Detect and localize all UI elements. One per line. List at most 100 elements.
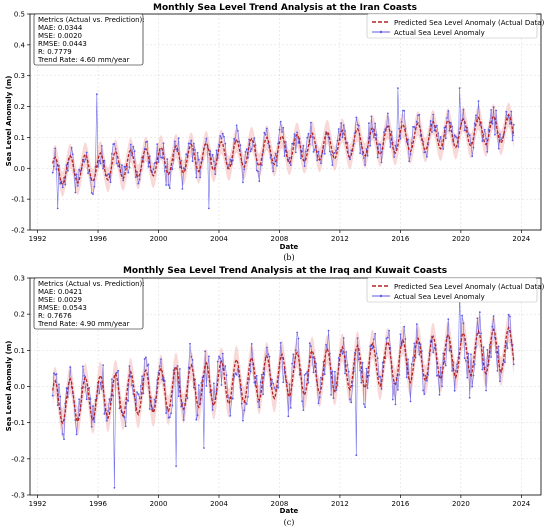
actual-point [398,127,400,130]
actual-point [407,138,409,141]
actual-point [194,149,196,151]
actual-point [305,150,307,153]
actual-point [386,112,389,115]
actual-point [442,148,445,150]
metric-mae: MAE: 0.0344 [38,24,83,32]
actual-point [117,369,120,372]
x-tick-label: 2024 [512,500,530,508]
x-axis-label: Date [280,243,299,251]
actual-point [376,156,379,159]
actual-point [375,352,378,355]
actual-point [472,374,475,377]
actual-point [506,347,509,350]
actual-point [162,142,165,145]
actual-point [465,359,467,362]
actual-point [366,387,369,389]
actual-point [239,144,242,147]
actual-point [439,136,442,138]
actual-point [69,366,72,369]
actual-point [165,412,168,414]
actual-point [95,93,98,96]
actual-point [84,158,87,161]
actual-point [181,402,184,404]
actual-point [116,371,118,374]
actual-point [334,370,336,373]
actual-point [424,151,427,153]
actual-point [187,366,190,369]
actual-point [93,421,96,423]
actual-point [143,358,146,360]
actual-point [451,125,453,128]
actual-point [213,160,215,163]
actual-point [281,131,283,133]
actual-point [146,365,149,367]
actual-point [215,149,218,152]
x-tick-label: 1996 [89,500,107,508]
actual-point [235,124,238,127]
predicted-series-line [52,113,515,186]
actual-point [485,137,487,140]
actual-point [279,342,282,344]
actual-point [269,385,272,387]
actual-point [175,148,178,151]
actual-point [364,164,366,166]
y-tick-label: -0.2 [11,455,25,463]
actual-point [355,454,358,457]
actual-point [317,150,320,153]
actual-point [234,140,237,142]
actual-point [438,140,441,143]
actual-point [276,164,278,167]
actual-point [424,374,427,377]
actual-point [127,171,130,174]
legend: Predicted Sea Level Anomaly (Actual Data… [366,13,545,39]
actual-point [153,398,156,401]
legend-actual-label: Actual Sea Level Anomaly [394,293,485,301]
actual-point [229,414,232,417]
actual-point [229,158,232,161]
actual-point [197,384,200,386]
actual-point [224,142,227,145]
actual-point [473,122,476,125]
actual-point [399,333,402,336]
actual-point [369,345,372,348]
actual-point [123,416,126,419]
actual-point [156,143,159,146]
prediction-band-area [52,313,514,438]
actual-point [412,126,414,128]
actual-point [278,128,281,131]
actual-point [495,351,497,353]
plot-frame [29,13,542,231]
actual-point [505,110,508,113]
actual-point [283,155,286,157]
actual-point [510,110,513,113]
x-tick-label: 1996 [89,235,107,243]
actual-point [191,359,194,361]
actual-point [258,406,261,409]
actual-point [468,396,471,399]
actual-point [131,154,133,157]
actual-point [363,157,365,159]
y-tick-label: 0.2 [14,311,25,319]
actual-point [88,387,91,389]
actual-point [132,393,135,395]
actual-point [454,135,457,138]
actual-point [268,355,271,358]
actual-point [509,122,511,125]
actual-point [403,325,406,328]
actual-point [497,345,500,348]
actual-point [74,419,77,422]
actual-point [267,353,269,355]
actual-point [330,393,332,396]
actual-point [447,110,450,112]
actual-point [303,374,306,376]
actual-point [374,122,377,125]
actual-point [170,412,173,415]
actual-point [462,322,465,325]
x-tick-label: 1992 [29,500,47,508]
actual-point [103,159,106,162]
legend: Predicted Sea Level Anomaly (Actual Data… [366,277,545,303]
actual-point [397,87,399,89]
actual-point [307,132,310,135]
actual-point [323,152,326,155]
actual-point [204,350,207,353]
